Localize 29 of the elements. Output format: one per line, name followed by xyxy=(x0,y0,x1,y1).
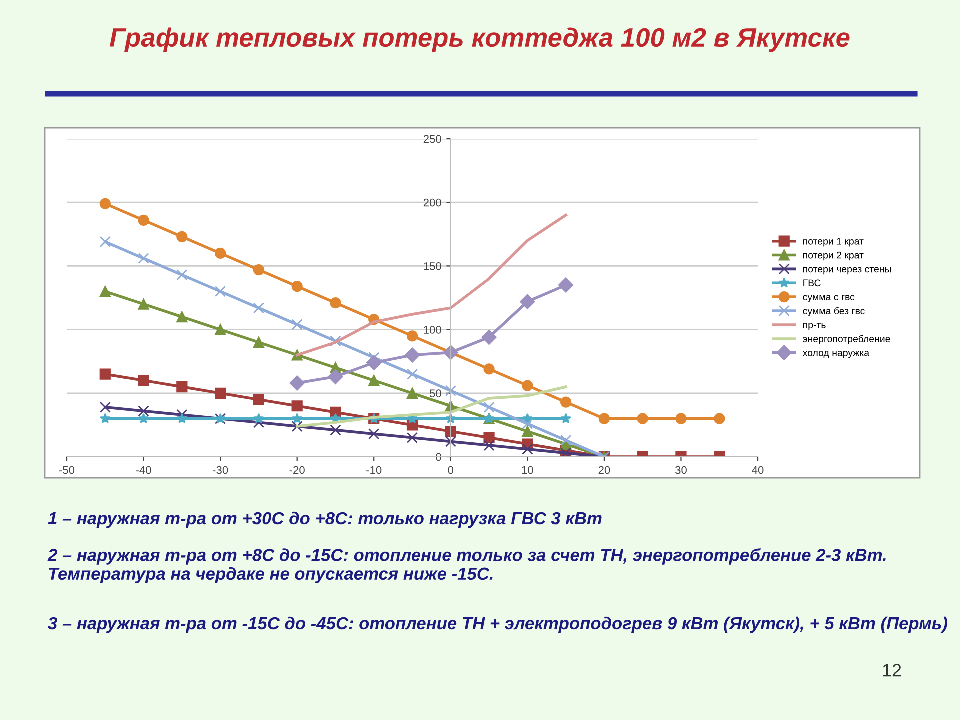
legend-label: потери через стены xyxy=(804,267,892,275)
legend-label: сумма без гвс xyxy=(803,307,865,316)
x-tick-label: 20 xyxy=(598,466,610,474)
x-tick-label: -20 xyxy=(290,466,305,474)
text: 2 – наружная т-ра от +8С до -15С: отопление только за счет ТН, энергопотребление 2-3 кВт. Температура на чердаке не опускается ниже -15С. xyxy=(48,548,886,584)
x-tick-label: -30 xyxy=(213,466,228,474)
y-tick-label: 200 xyxy=(424,198,442,207)
x-tick-label: 0 xyxy=(448,466,454,474)
legend-label: потери 1 крат xyxy=(804,238,864,247)
legend-label: сумма с гвс xyxy=(803,295,855,302)
x-tick-label: 30 xyxy=(675,466,687,474)
x-tick-label: -50 xyxy=(59,466,75,474)
legend-label: пр-ть xyxy=(804,323,826,330)
chart-title: График тепловых потерь коттеджа 100 м2 в Якутске xyxy=(110,28,850,52)
legend-label: ГВС xyxy=(804,280,821,287)
y-tick-label: 50 xyxy=(430,390,442,398)
x-tick-label: 10 xyxy=(522,466,534,474)
y-tick-label: 100 xyxy=(424,326,442,334)
y-tick-label: 250 xyxy=(424,135,442,144)
text: 1 – наружная т-ра от +30С до +8С: только нагрузка ГВС 3 кВт xyxy=(48,512,602,528)
text: 3 – наружная т-ра от -15С до -45С: отопление ТН + электроподогрев 9 кВт (Якутск), + 5 кВт (Пермь) xyxy=(48,616,948,634)
y-tick-label: 150 xyxy=(424,262,442,270)
text: 12 xyxy=(883,664,902,677)
legend-label: энергопотребление xyxy=(803,335,890,344)
legend-label: потери 2 крат xyxy=(804,252,864,261)
x-tick-label: 40 xyxy=(752,466,764,474)
x-tick-label: -10 xyxy=(366,466,382,474)
x-tick-label: -40 xyxy=(136,466,152,474)
legend-label: холод наружка xyxy=(802,351,870,358)
